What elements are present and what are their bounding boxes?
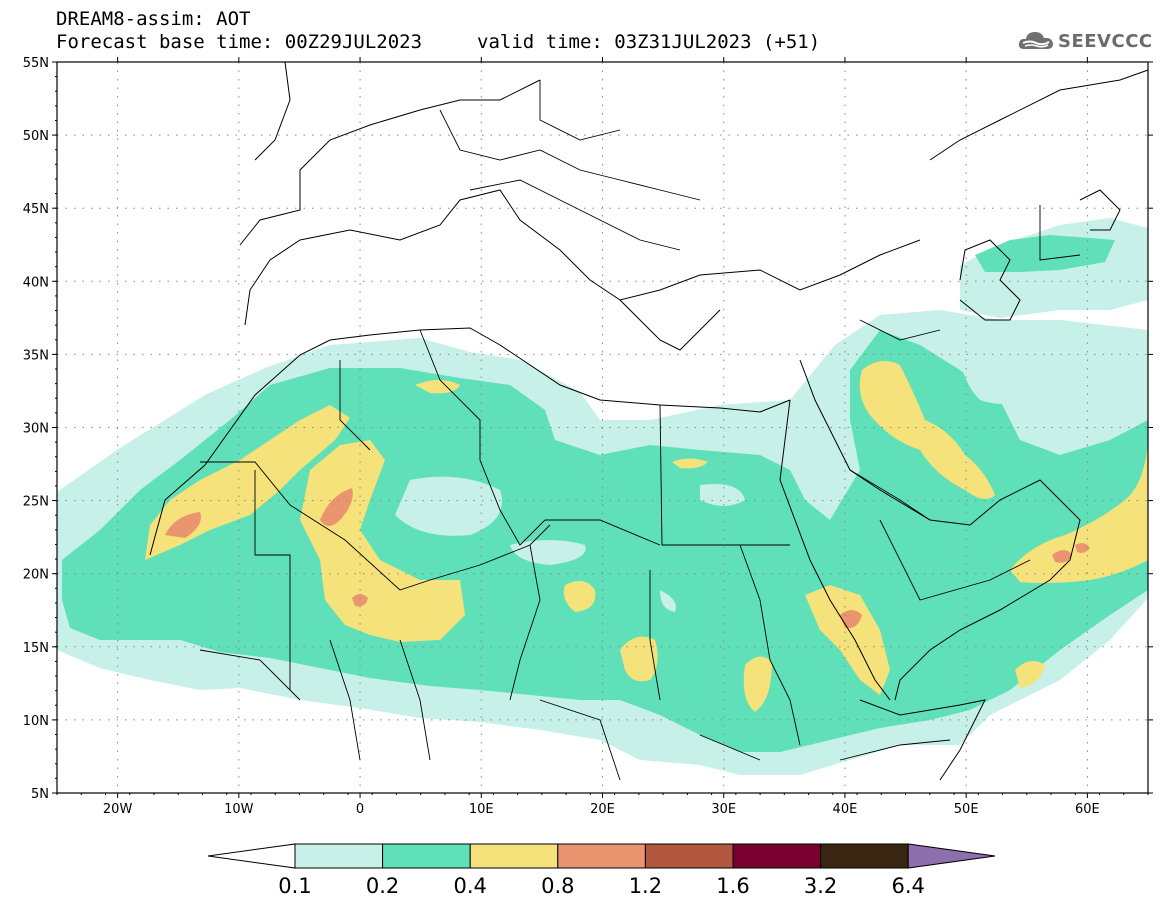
lat-tick-label: 50N [23, 129, 49, 144]
longitude-labels: 20W 10W 0 10E 20E 30E 40E 50E 60E [103, 802, 1100, 817]
lat-tick-label: 5N [31, 787, 49, 802]
map-title: DREAM8-assim: AOT [56, 8, 251, 30]
lon-tick-label: 20E [590, 802, 615, 817]
aot-clear-area [960, 360, 1030, 404]
country-borders [199, 80, 1081, 781]
aot-area-high [1052, 550, 1072, 563]
valid-time: valid time: 03Z31JUL2023 (+51) [477, 31, 821, 53]
lon-tick-label: 50E [954, 802, 979, 817]
aot-area-mesopotamia [859, 361, 995, 499]
lon-tick-label: 10E [469, 802, 494, 817]
lon-tick-label: 10W [224, 802, 254, 817]
lat-tick-label: 55N [23, 56, 49, 71]
aot-area-algeria-mali [300, 440, 465, 642]
lat-tick-label: 30N [23, 422, 49, 437]
lat-tick-label: 15N [23, 641, 49, 656]
lon-tick-label: 30E [711, 802, 736, 817]
base-time: Forecast base time: 00Z29JUL2023 [56, 31, 423, 53]
logo-text: SEEVCCC [1058, 30, 1153, 52]
aot-area-high [1075, 543, 1090, 553]
seevccc-logo: SEEVCCC [1018, 28, 1153, 54]
lat-tick-label: 45N [23, 202, 49, 217]
lon-tick-label: 40E [833, 802, 858, 817]
lat-tick-label: 40N [23, 275, 49, 290]
lat-tick-label: 35N [23, 348, 49, 363]
aot-area-libya [415, 380, 460, 394]
aot-area-oman [1010, 430, 1148, 584]
cloud-logo-icon [1018, 32, 1053, 49]
aot-area-high [320, 488, 353, 526]
aot-area-high [165, 512, 201, 538]
lat-tick-label: 25N [23, 495, 49, 510]
aot-clear-area [395, 476, 502, 536]
aot-area-sahel [1015, 661, 1045, 688]
lon-tick-label: 0 [356, 802, 364, 817]
aot-area-high [352, 594, 368, 607]
graticule [57, 62, 1148, 793]
aot-area-sudan [743, 656, 772, 712]
lat-tick-label: 20N [23, 568, 49, 583]
aot-area-caspian-mid [975, 235, 1115, 272]
lon-tick-label: 20W [103, 802, 133, 817]
aot-area-egypt [672, 458, 708, 469]
aot-field [57, 218, 1148, 775]
lat-tick-label: 10N [23, 714, 49, 729]
aot-area-niger [563, 581, 596, 612]
latitude-labels: 55N 50N 45N 40N 35N 30N 25N 20N 15N 10N 5N [23, 56, 49, 802]
aot-clear-area [700, 484, 745, 506]
aot-area-chad [620, 636, 658, 682]
aot-clear-area [510, 540, 586, 565]
forecast-time-line: Forecast base time: 00Z29JUL2023 valid ti… [56, 31, 820, 53]
aot-clear-area [660, 590, 676, 612]
aot-area-high [840, 610, 862, 629]
lon-tick-label: 60E [1075, 802, 1100, 817]
axis-ticks [52, 57, 1153, 798]
